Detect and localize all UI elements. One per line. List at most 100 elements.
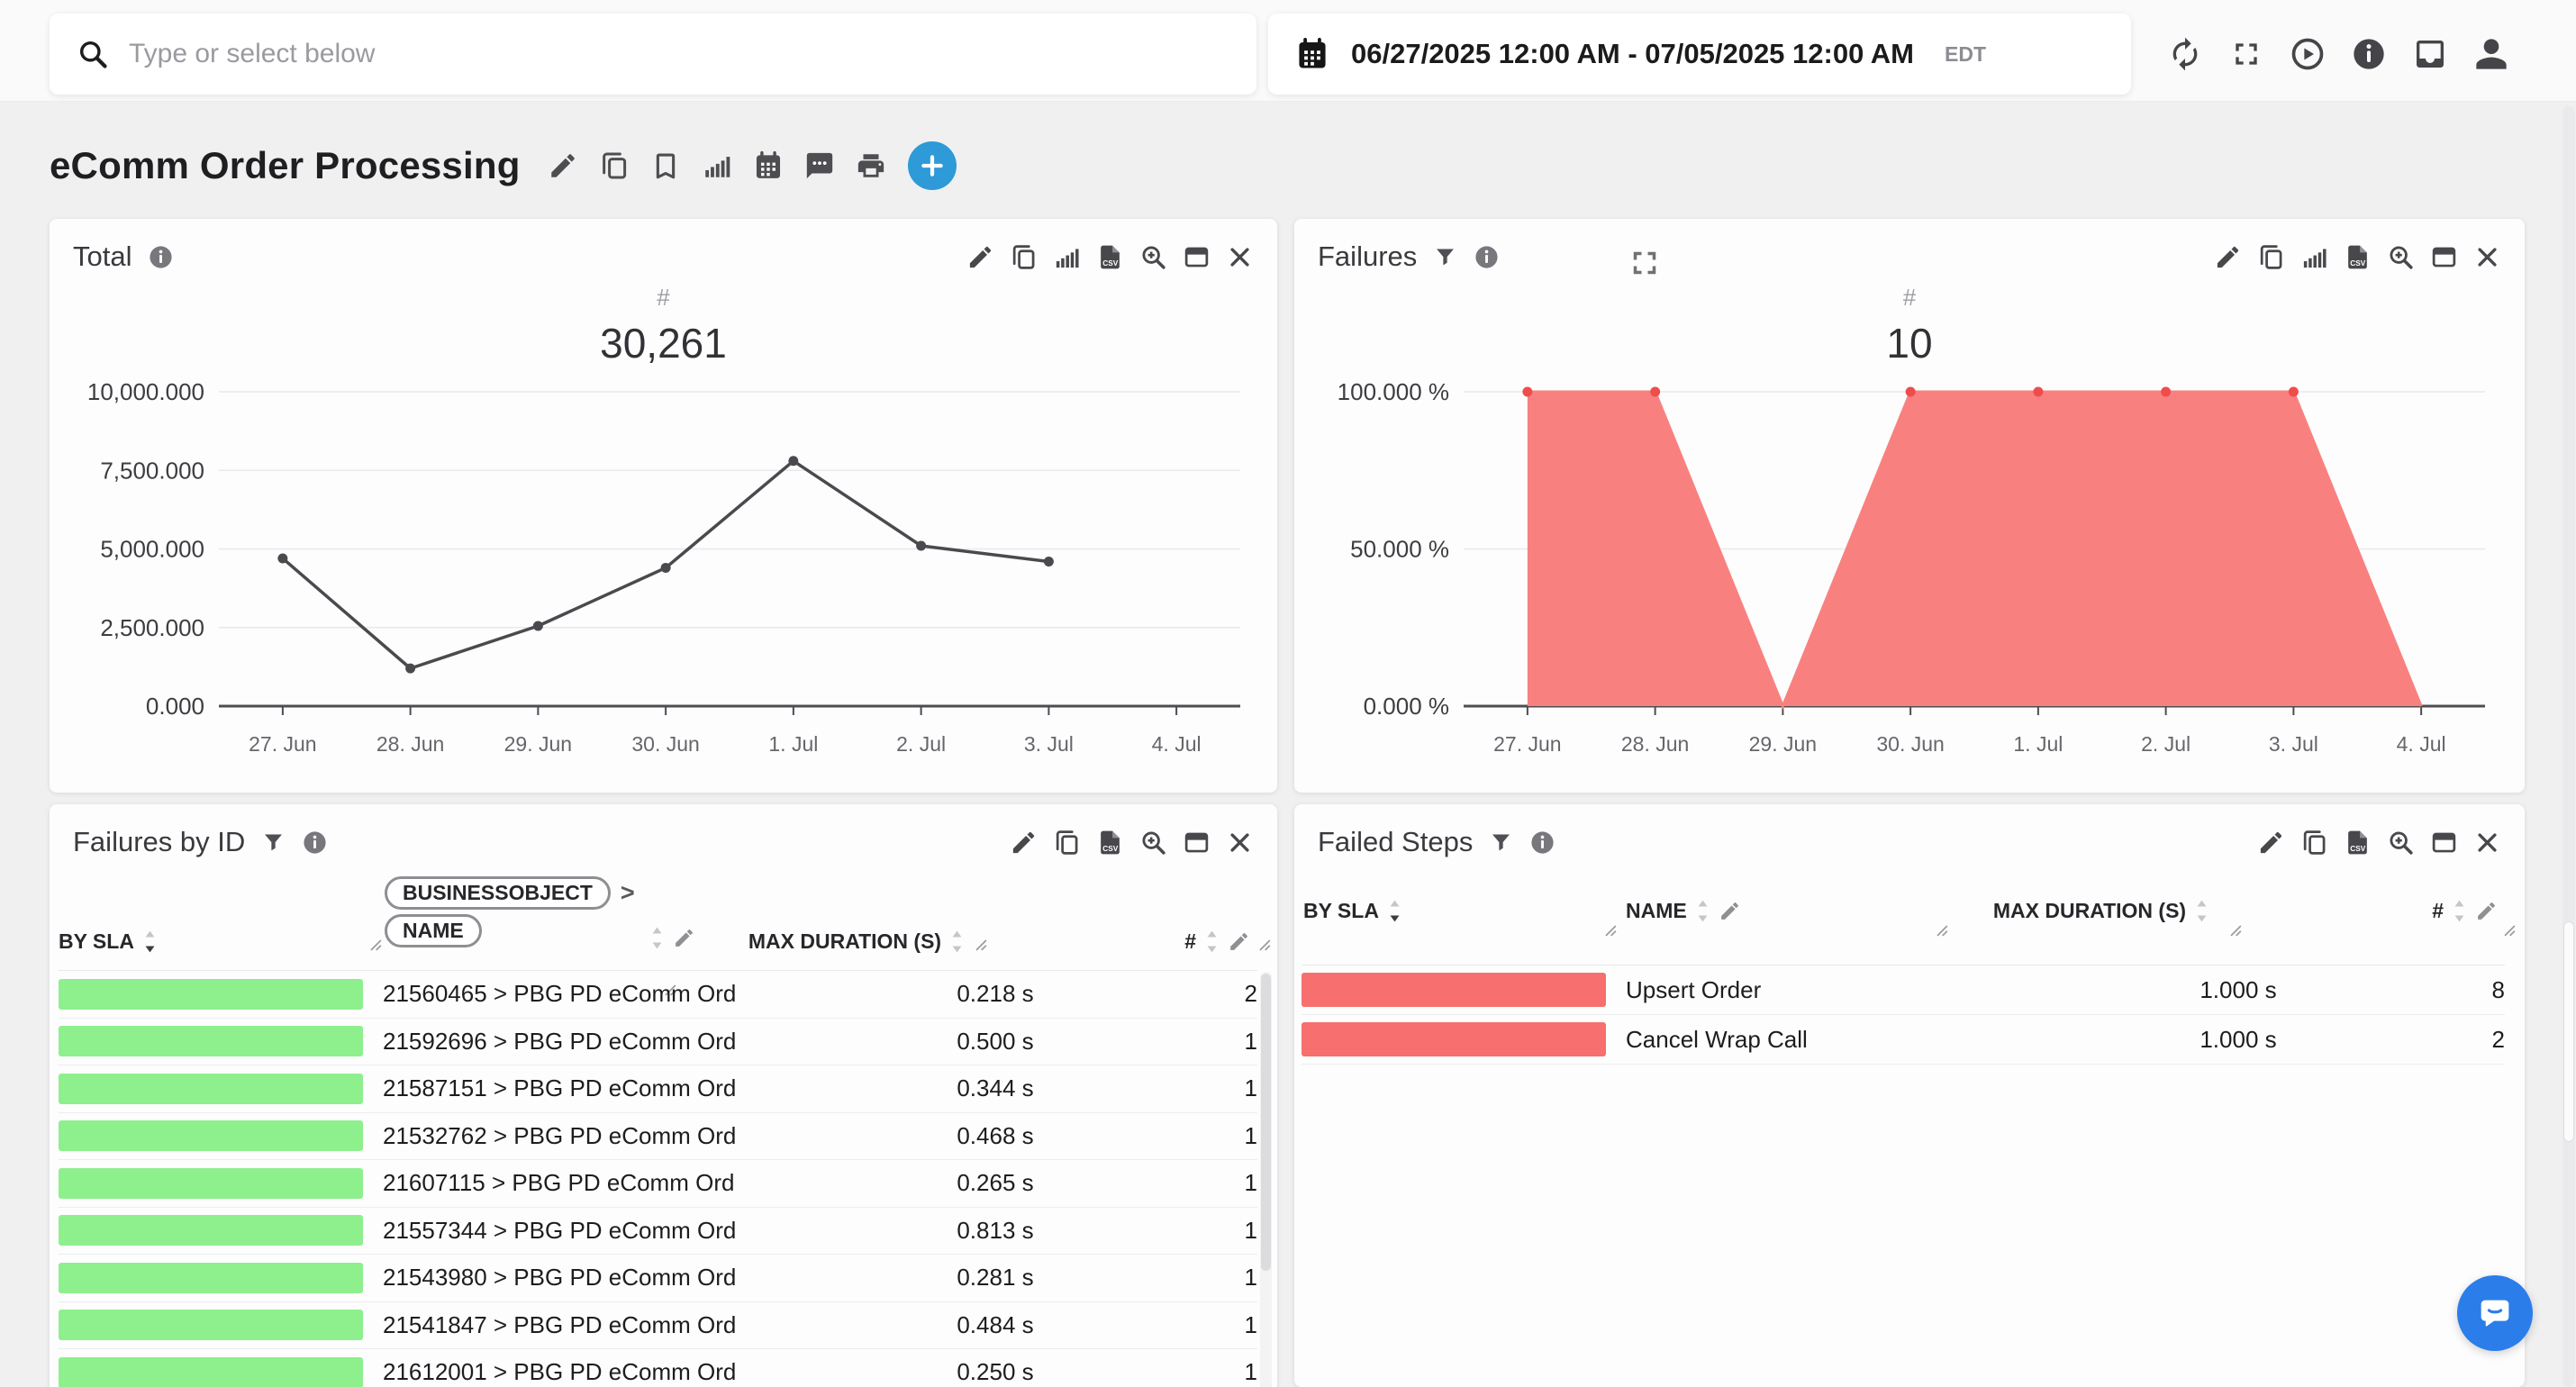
failures-by-id-row[interactable]: 21612001 > PBG PD eComm Ord 0.250 s 1 — [59, 1349, 1257, 1387]
sort-icon[interactable] — [1204, 929, 1220, 955]
sort-icon[interactable] — [2452, 898, 2467, 924]
sort-icon[interactable] — [1695, 898, 1710, 924]
chart-icon[interactable] — [1053, 243, 1081, 271]
refresh-icon[interactable] — [2167, 36, 2203, 72]
failures-by-id-row[interactable]: 21607115 > PBG PD eComm Ord 0.265 s 1 — [59, 1160, 1257, 1208]
zoom-icon[interactable] — [2387, 243, 2415, 271]
edit-icon[interactable] — [1010, 829, 1038, 857]
copy-icon[interactable] — [2300, 829, 2328, 857]
column-resize-handle[interactable] — [1602, 922, 1617, 937]
column-pill-name[interactable]: NAME — [385, 914, 482, 947]
zoom-icon[interactable] — [1139, 829, 1167, 857]
filter-icon[interactable] — [1489, 830, 1513, 855]
export-csv-icon[interactable]: CSV — [1096, 243, 1124, 271]
row-max-duration: 0.250 s — [957, 1358, 1034, 1386]
page-scrollbar[interactable] — [2562, 106, 2575, 1387]
add-button[interactable] — [907, 141, 957, 190]
failed-steps-row[interactable]: Upsert Order 1.000 s 8 — [1302, 965, 2505, 1015]
window-icon[interactable] — [1183, 243, 1211, 271]
failures-by-id-row[interactable]: 21560465 > PBG PD eComm Ord 0.218 s 2 — [59, 971, 1257, 1019]
failures-by-id-row[interactable]: 21541847 > PBG PD eComm Ord 0.484 s 1 — [59, 1302, 1257, 1349]
column-resize-handle[interactable] — [2227, 922, 2242, 937]
failures-by-id-row[interactable]: 21592696 > PBG PD eComm Ord 0.500 s 1 — [59, 1019, 1257, 1065]
bookmark-icon[interactable] — [650, 150, 681, 181]
sort-icon[interactable] — [2194, 898, 2209, 924]
failures-by-id-row[interactable]: 21532762 > PBG PD eComm Ord 0.468 s 1 — [59, 1113, 1257, 1160]
zoom-icon[interactable] — [1139, 243, 1167, 271]
edit-icon[interactable] — [548, 150, 578, 181]
sort-icon[interactable] — [949, 929, 965, 955]
fullscreen-icon[interactable] — [2228, 36, 2264, 72]
date-range-picker[interactable]: 06/27/2025 12:00 AM - 07/05/2025 12:00 A… — [1268, 14, 2131, 95]
column-header-count[interactable]: # — [2432, 899, 2444, 922]
panel-failures: Failures CSV # 10 100.000 % 50.000 % 0.000… — [1294, 219, 2525, 793]
copy-icon[interactable] — [1053, 829, 1081, 857]
window-icon[interactable] — [1183, 829, 1211, 857]
copy-icon[interactable] — [2257, 243, 2285, 271]
failures-by-id-row[interactable]: 21587151 > PBG PD eComm Ord 0.344 s 1 — [59, 1065, 1257, 1113]
chart-icon[interactable] — [2300, 243, 2328, 271]
window-icon[interactable] — [2430, 243, 2458, 271]
info-icon[interactable] — [2351, 36, 2387, 72]
edit-icon[interactable] — [2214, 243, 2242, 271]
calendar-icon[interactable] — [753, 150, 784, 181]
failed-steps-row[interactable]: Cancel Wrap Call 1.000 s 2 — [1302, 1015, 2505, 1065]
column-resize-handle[interactable] — [2501, 922, 2516, 937]
zoom-icon[interactable] — [2387, 829, 2415, 857]
close-icon[interactable] — [2473, 243, 2501, 271]
column-resize-handle[interactable] — [662, 982, 676, 996]
user-icon[interactable] — [2473, 36, 2509, 72]
column-resize-handle[interactable] — [1256, 937, 1271, 951]
table-scrollbar[interactable] — [1260, 972, 1272, 1387]
column-header-max-duration[interactable]: MAX DURATION (S) — [1992, 899, 2187, 922]
copy-icon[interactable] — [1010, 243, 1038, 271]
inbox-icon[interactable] — [2412, 36, 2448, 72]
edit-icon[interactable] — [2257, 829, 2285, 857]
edit-column-icon[interactable] — [2475, 900, 2498, 922]
scrollbar-thumb[interactable] — [1261, 974, 1271, 1271]
close-icon[interactable] — [2473, 829, 2501, 857]
play-icon[interactable] — [2290, 36, 2326, 72]
column-header-count[interactable]: # — [1184, 929, 1196, 953]
chart-icon[interactable] — [702, 150, 732, 181]
comment-icon[interactable] — [804, 150, 835, 181]
column-header-by-sla[interactable]: BY SLA — [1303, 899, 1379, 922]
edit-icon[interactable] — [966, 243, 994, 271]
chat-button[interactable] — [2457, 1275, 2533, 1351]
info-icon[interactable] — [148, 244, 174, 270]
window-icon[interactable] — [2430, 829, 2458, 857]
sort-icon[interactable] — [1387, 898, 1402, 924]
column-resize-handle[interactable] — [1934, 922, 1948, 937]
scrollbar-thumb[interactable] — [2563, 921, 2574, 1142]
svg-text:4. Jul: 4. Jul — [1152, 732, 1202, 756]
sort-icon[interactable] — [649, 925, 665, 951]
column-header-by-sla[interactable]: BY SLA — [59, 929, 134, 953]
edit-column-icon[interactable] — [1228, 930, 1250, 953]
column-resize-handle[interactable] — [973, 937, 987, 951]
info-icon[interactable] — [302, 829, 328, 856]
export-csv-icon[interactable]: CSV — [1096, 829, 1124, 857]
close-icon[interactable] — [1226, 243, 1254, 271]
filter-icon[interactable] — [261, 830, 286, 855]
search-input[interactable] — [129, 39, 1229, 69]
panel-failures-header: Failures CSV — [1294, 219, 2525, 273]
export-csv-icon[interactable]: CSV — [2344, 829, 2372, 857]
failures-by-id-row[interactable]: 21557344 > PBG PD eComm Ord 0.813 s 1 — [59, 1208, 1257, 1255]
column-resize-handle[interactable] — [367, 937, 382, 951]
info-icon[interactable] — [1474, 244, 1500, 270]
column-header-max-duration[interactable]: MAX DURATION (S) — [748, 929, 942, 953]
column-header-name[interactable]: NAME — [1626, 899, 1687, 922]
failures-by-id-row[interactable]: 21543980 > PBG PD eComm Ord 0.281 s 1 — [59, 1255, 1257, 1302]
sort-icon[interactable] — [142, 929, 158, 955]
info-icon[interactable] — [1529, 829, 1556, 856]
filter-icon[interactable] — [1433, 245, 1457, 269]
expand-icon[interactable] — [1626, 244, 1664, 282]
search-bar[interactable] — [50, 14, 1256, 95]
column-pill-businessobject[interactable]: BUSINESSOBJECT — [385, 876, 611, 910]
close-icon[interactable] — [1226, 829, 1254, 857]
edit-column-icon[interactable] — [673, 927, 695, 949]
export-csv-icon[interactable]: CSV — [2344, 243, 2372, 271]
copy-icon[interactable] — [599, 150, 630, 181]
print-icon[interactable] — [856, 150, 886, 181]
edit-column-icon[interactable] — [1719, 900, 1741, 922]
